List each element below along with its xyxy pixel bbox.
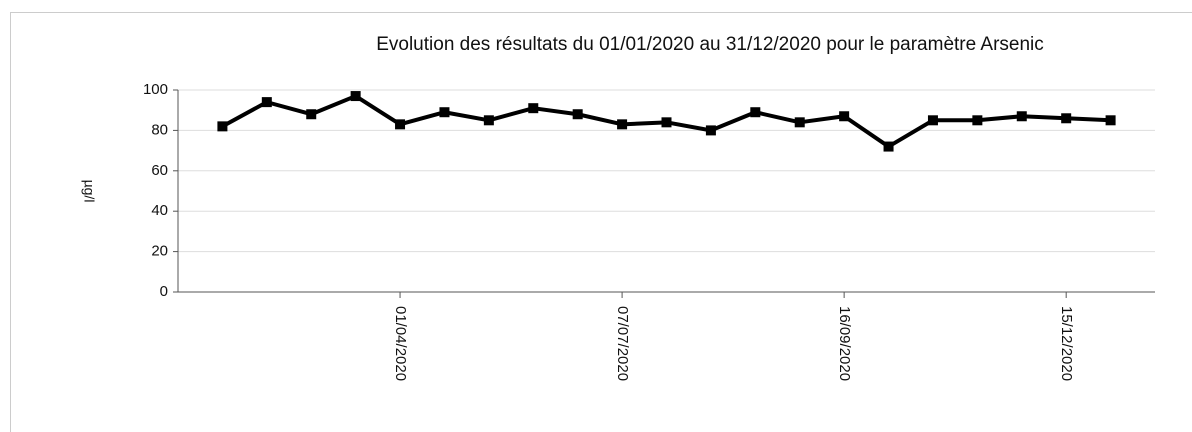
y-tick-label: 100 xyxy=(143,81,168,98)
data-point xyxy=(972,115,983,126)
data-point xyxy=(395,119,406,130)
data-point xyxy=(839,111,850,122)
chart-title: Evolution des résultats du 01/01/2020 au… xyxy=(376,34,1044,55)
data-point xyxy=(261,97,272,108)
data-point xyxy=(661,117,672,128)
data-point xyxy=(750,107,761,118)
x-tick-label: 07/07/2020 xyxy=(614,306,631,381)
data-point xyxy=(572,109,583,120)
x-tick-label: 01/04/2020 xyxy=(392,306,409,381)
data-point xyxy=(217,121,228,132)
data-point xyxy=(883,141,894,152)
data-point xyxy=(705,125,716,136)
data-point xyxy=(350,91,361,102)
data-point xyxy=(439,107,450,118)
data-point xyxy=(1105,115,1116,126)
y-tick-label: 60 xyxy=(151,162,168,179)
data-point xyxy=(528,103,539,114)
data-point xyxy=(483,115,494,126)
y-tick-label: 20 xyxy=(151,243,168,260)
data-point xyxy=(1016,111,1027,122)
data-point xyxy=(306,109,317,120)
y-axis-label: µg/l xyxy=(81,180,97,203)
y-tick-label: 40 xyxy=(151,202,168,219)
y-tick-label: 0 xyxy=(160,283,168,300)
x-tick-label: 16/09/2020 xyxy=(836,306,853,381)
data-point xyxy=(794,117,805,128)
data-point xyxy=(1061,113,1072,124)
y-tick-label: 80 xyxy=(151,121,168,138)
chart-frame xyxy=(10,12,1192,432)
data-point xyxy=(927,115,938,126)
x-tick-label: 15/12/2020 xyxy=(1058,306,1075,381)
data-point xyxy=(617,119,628,130)
